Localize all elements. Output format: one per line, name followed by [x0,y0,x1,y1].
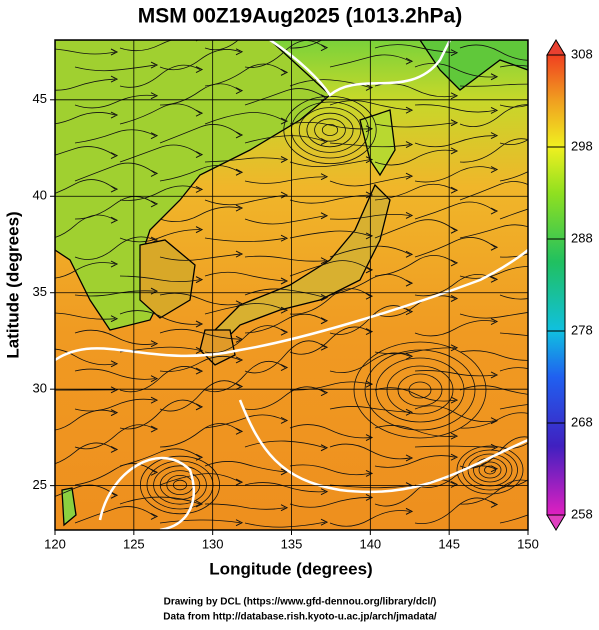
x-tick-label: 140 [359,536,381,551]
colorbar-tick-label: 278 [571,322,593,337]
colorbar-tick-label: 288 [571,230,593,245]
y-tick-label: 40 [33,188,47,203]
stream-arrow [576,460,582,466]
stream-arrow [576,377,582,383]
stream-arrow [536,105,542,111]
colorbar [547,55,565,515]
stream-arrow [576,210,582,216]
stream-arrow [536,484,542,490]
colorbar-tick-label: 268 [571,414,593,429]
y-tick-label: 35 [33,284,47,299]
y-tick-label: 45 [33,91,47,106]
stream-arrow [536,414,542,420]
stream-arrow [576,246,582,252]
y-axis-label: Latitude (degrees) [3,211,22,358]
stream-arrow [576,166,582,172]
x-tick-label: 125 [123,536,145,551]
stream-arrow [536,81,542,87]
colorbar-max-arrow [547,40,565,55]
stream-arrow [536,143,542,149]
colorbar-tick-label: 298 [571,138,593,153]
stream-arrow [536,56,542,62]
colorbar-tick-label: 308 [571,46,593,61]
chart-title: MSM 00Z19Aug2025 (1013.2hPa) [138,5,462,28]
stream-arrow [576,92,582,98]
stream-arrow [576,284,582,290]
stream-arrow [366,31,372,37]
credit: Drawing by DCL (https://www.gfd-dennou.o… [164,597,437,608]
stream-arrow [536,264,542,270]
stream-arrow [576,71,582,77]
colorbar-tick-label: 258 [571,506,593,521]
stream-arrow [536,189,542,195]
stream-arrow [536,440,542,446]
credit: Data from http://database.rish.kyoto-u.a… [163,612,437,623]
y-tick-label: 30 [33,381,47,396]
y-tick-label: 25 [33,477,47,492]
stream-arrow [576,122,582,128]
x-tick-label: 120 [44,536,66,551]
x-tick-label: 130 [202,536,224,551]
stream-arrow [536,393,542,399]
stream-arrow [576,405,582,411]
colorbar-min-arrow [547,515,565,530]
x-tick-label: 145 [438,536,460,551]
stream-arrow [536,308,542,314]
x-axis-label: Longitude (degrees) [209,559,372,578]
stream-arrow [536,229,542,235]
stream-arrow [536,356,542,362]
x-tick-label: 135 [281,536,303,551]
x-tick-label: 150 [517,536,539,551]
